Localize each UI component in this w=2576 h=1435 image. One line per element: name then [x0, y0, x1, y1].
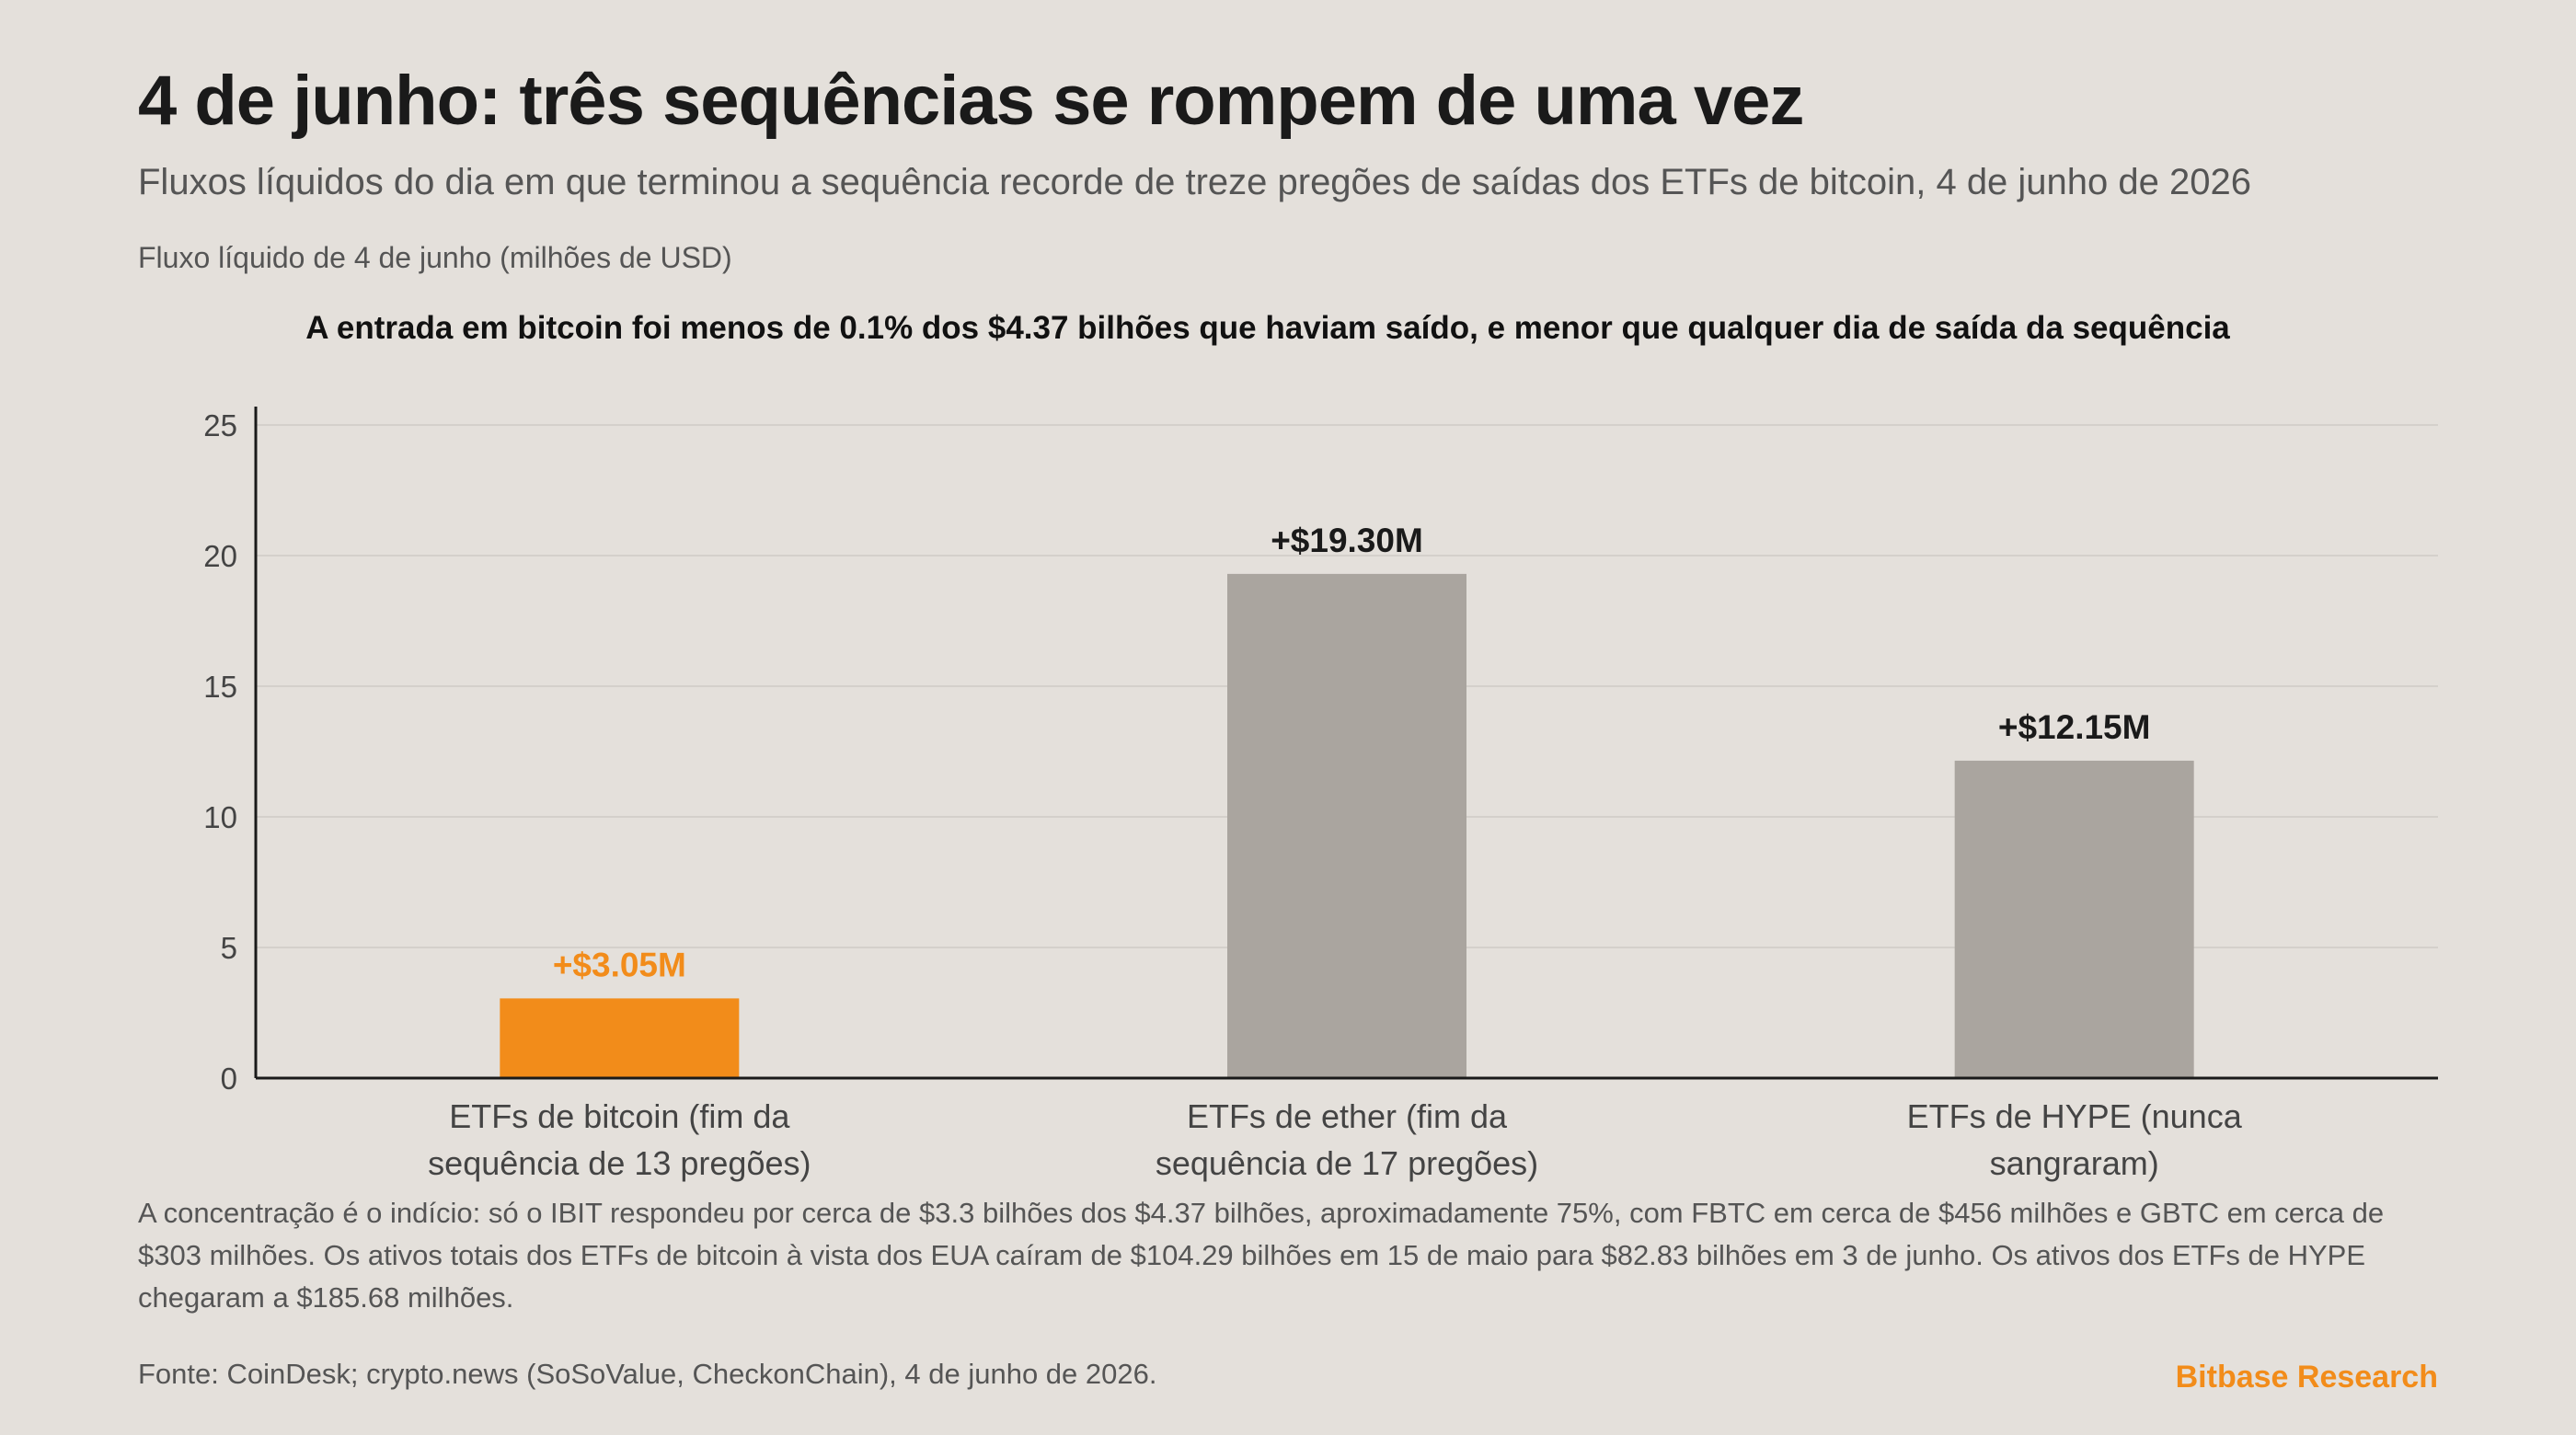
x-category-label: sequência de 13 pregões) — [428, 1144, 811, 1182]
bars — [500, 573, 2194, 1078]
source-line: Fonte: CoinDesk; crypto.news (SoSoValue,… — [138, 1358, 1157, 1390]
y-tick-label: 0 — [221, 1062, 237, 1096]
y-tick-label: 5 — [221, 931, 237, 965]
x-category-label: ETFs de HYPE (nunca — [1907, 1097, 2243, 1135]
bar-chart: 0 5 10 15 20 25 +$3.05M ETFs de bitcoin (fim da… — [203, 407, 2438, 1182]
axes — [254, 407, 2438, 1080]
labels: 0 5 10 15 20 25 +$3.05M ETFs de bitcoin (fim da… — [203, 408, 2242, 1182]
brand-logo-text: Bitbase Research — [2175, 1360, 2438, 1395]
chart-annotation: A entrada em bitcoin foi menos de 0.1% d… — [305, 310, 2230, 346]
x-category-label: sequência de 17 pregões) — [1156, 1144, 1538, 1182]
chart-title: 4 de junho: três sequências se rompem de… — [138, 62, 1804, 140]
bar — [1227, 573, 1466, 1078]
y-tick-label: 25 — [203, 408, 237, 442]
x-category-label: ETFs de bitcoin (fim da — [449, 1097, 790, 1135]
footnote: A concentração é o indício: só o IBIT re… — [138, 1197, 2385, 1314]
bar — [1954, 760, 2194, 1078]
y-tick-label: 10 — [203, 800, 237, 834]
chart-subtitle: Fluxos líquidos do dia em que terminou a… — [138, 162, 2251, 202]
y-tick-label: 20 — [203, 539, 237, 573]
data-label: +$3.05M — [553, 946, 686, 983]
x-category-label: sangraram) — [1990, 1144, 2159, 1182]
y-tick-label: 15 — [203, 670, 237, 704]
data-label: +$19.30M — [1271, 522, 1423, 559]
x-category-label: ETFs de ether (fim da — [1187, 1097, 1508, 1135]
bar — [500, 998, 740, 1078]
data-label: +$12.15M — [1998, 708, 2151, 746]
units-label: Fluxo líquido de 4 de junho (milhões de … — [138, 241, 732, 274]
